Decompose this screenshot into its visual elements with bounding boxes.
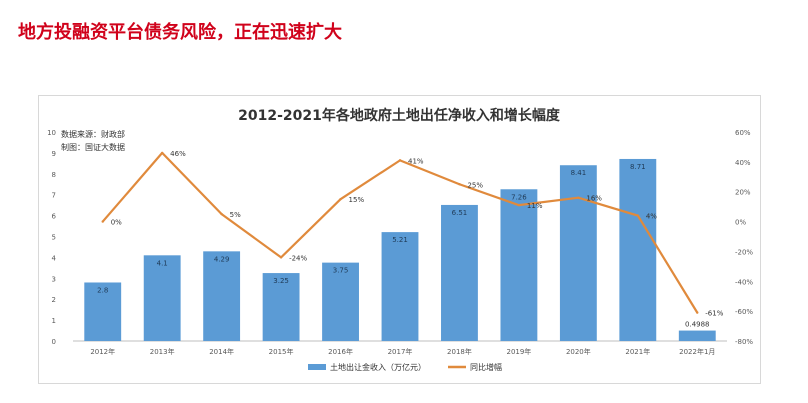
y-right-tick-label: 40% xyxy=(735,159,751,167)
bar-data-label: 5.21 xyxy=(392,236,408,244)
y-left-tick-label: 6 xyxy=(52,213,57,221)
x-tick-label: 2017年 xyxy=(388,347,413,356)
bar xyxy=(559,165,597,341)
legend-label-bars: 土地出让金收入（万亿元） xyxy=(330,362,426,372)
y-left-tick-label: 4 xyxy=(52,254,57,262)
x-tick-label: 2022年1月 xyxy=(679,347,715,356)
chart-title: 2012-2021年各地政府土地出任净收入和增长幅度 xyxy=(238,107,561,124)
growth-point xyxy=(398,159,402,162)
y-left-tick-label: 5 xyxy=(52,234,56,242)
growth-point xyxy=(458,183,461,186)
bar xyxy=(262,273,300,341)
growth-point xyxy=(160,151,164,155)
x-tick-label: 2012年 xyxy=(90,347,115,356)
legend-swatch-bars xyxy=(308,364,326,370)
growth-data-label: 5% xyxy=(230,211,241,219)
growth-point xyxy=(577,196,580,199)
growth-data-label: 46% xyxy=(170,150,186,158)
growth-data-label: 41% xyxy=(408,157,424,165)
y-right-tick-label: 0% xyxy=(735,219,746,227)
growth-point xyxy=(517,203,521,207)
growth-point xyxy=(636,214,640,217)
growth-point xyxy=(220,212,223,216)
bars-group: 2.8 4.1 4.29 3.25 3.75 5.21 6.51 7.26 8.41 8.71 0.… xyxy=(84,158,716,341)
bar-data-label: 6.51 xyxy=(452,209,468,217)
growth-data-label: 15% xyxy=(349,196,365,204)
growth-data-label: 0% xyxy=(111,219,122,227)
chart-frame: 2012-2021年各地政府土地出任净收入和增长幅度 数据来源：财政部 制图：国… xyxy=(38,95,761,384)
bar xyxy=(678,330,716,341)
growth-data-label: 25% xyxy=(467,181,483,189)
bar-data-label: 4.1 xyxy=(157,259,168,267)
axes-group: 0 1 2 3 4 5 6 7 8 9 10 -80% -60% -40% -20% 0% 20% 40% 60% 2… xyxy=(47,129,753,356)
x-tick-label: 2021年 xyxy=(625,347,650,356)
bar-data-label: 3.25 xyxy=(273,277,289,285)
chart-svg: 2012-2021年各地政府土地出任净收入和增长幅度 数据来源：财政部 制图：国… xyxy=(47,107,753,372)
growth-data-label: 16% xyxy=(586,195,602,203)
x-tick-label: 2016年 xyxy=(328,347,353,356)
legend: 土地出让金收入（万亿元） 同比增幅 xyxy=(308,362,502,372)
bar xyxy=(500,189,538,341)
x-tick-label: 2013年 xyxy=(150,347,175,356)
growth-data-label: 4% xyxy=(646,213,657,221)
article-headline: 地方投融资平台债务风险，正在迅速扩大 xyxy=(18,22,342,43)
bar xyxy=(84,282,122,341)
bar xyxy=(203,251,241,341)
bar xyxy=(143,255,181,341)
x-tick-label: 2015年 xyxy=(269,347,294,356)
x-tick-label: 2019年 xyxy=(506,347,531,356)
x-tick-label: 2020年 xyxy=(566,347,591,356)
y-left-tick-label: 7 xyxy=(52,192,56,200)
source-line-2: 制图：国证大数据 xyxy=(61,142,125,152)
x-tick-label: 2014年 xyxy=(209,347,234,356)
y-right-tick-label: -60% xyxy=(735,308,753,316)
bar xyxy=(381,232,419,341)
y-right-tick-label: -20% xyxy=(735,248,753,256)
source-line-1: 数据来源：财政部 xyxy=(61,129,125,139)
bar xyxy=(441,204,478,341)
growth-point xyxy=(339,197,342,201)
growth-data-label: 11% xyxy=(527,202,543,210)
line-group: 0% 46% 5% -24% 15% 41% 25% 11% 16% 4% -61% xyxy=(101,150,724,318)
y-right-tick-label: 20% xyxy=(735,189,751,197)
y-left-tick-label: 0 xyxy=(52,338,56,346)
bar xyxy=(619,158,657,341)
legend-label-line: 同比增幅 xyxy=(470,362,502,372)
growth-point xyxy=(279,256,283,259)
x-tick-label: 2018年 xyxy=(447,347,472,356)
growth-point xyxy=(101,220,104,223)
bar-data-label: 4.29 xyxy=(214,255,230,263)
bar-data-label: 3.75 xyxy=(333,267,349,275)
bar-data-label: 8.41 xyxy=(571,169,587,177)
bar-data-label: 7.26 xyxy=(511,193,527,201)
y-left-tick-label: 2 xyxy=(52,296,56,304)
y-left-tick-label: 3 xyxy=(52,275,56,283)
growth-point xyxy=(696,311,699,314)
y-right-tick-label: -80% xyxy=(735,338,753,346)
bar xyxy=(322,262,359,341)
y-left-tick-label: 10 xyxy=(47,129,56,137)
bar-data-label: 0.4988 xyxy=(685,321,710,329)
y-right-tick-label: 60% xyxy=(735,129,751,137)
y-right-tick-label: -40% xyxy=(735,278,753,286)
bar-data-label: 2.8 xyxy=(97,286,108,294)
y-left-tick-label: 1 xyxy=(52,317,56,325)
y-left-tick-label: 9 xyxy=(52,150,56,158)
growth-data-label: -61% xyxy=(705,310,723,318)
y-left-tick-label: 8 xyxy=(52,171,56,179)
growth-data-label: -24% xyxy=(289,254,307,262)
bar-data-label: 8.71 xyxy=(630,163,646,171)
